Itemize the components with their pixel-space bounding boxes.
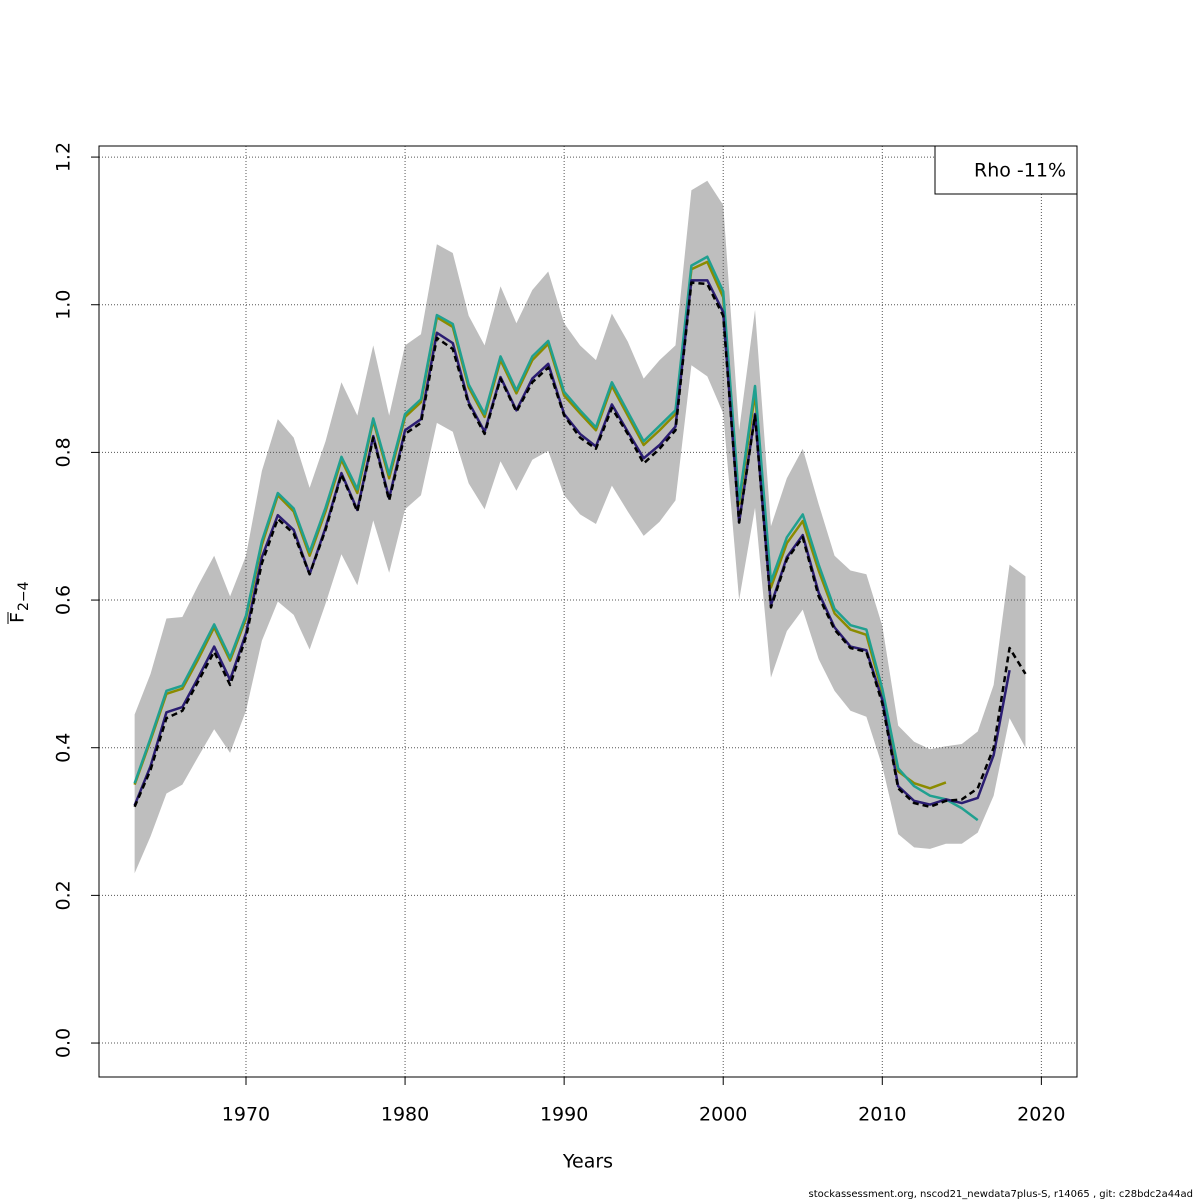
y-axis-label-sub: 2−4 xyxy=(16,581,32,611)
x-tick-label: 2000 xyxy=(699,1104,747,1126)
x-tick-label: 2010 xyxy=(858,1104,906,1126)
legend-text: Rho -11% xyxy=(974,160,1066,182)
x-tick-label: 1970 xyxy=(222,1104,270,1126)
y-axis-label-main: F xyxy=(7,612,29,623)
plot-frame xyxy=(98,145,1078,1078)
y-tick-label: 0.4 xyxy=(53,733,75,763)
series-line xyxy=(133,281,1027,809)
series-line xyxy=(133,255,979,822)
y-tick-label: 0.2 xyxy=(53,880,75,910)
plot-area xyxy=(99,146,1077,1077)
x-axis-label: Years xyxy=(562,1151,613,1173)
legend-box xyxy=(934,145,1078,195)
y-tick-label: 1.0 xyxy=(53,290,75,320)
y-tick-label: 0.0 xyxy=(53,1028,75,1058)
x-tick-label: 2020 xyxy=(1017,1104,1065,1126)
y-tick-label: 0.8 xyxy=(53,437,75,467)
x-tick-label: 1990 xyxy=(540,1104,588,1126)
series-line xyxy=(133,279,1011,806)
y-tick-label: 0.6 xyxy=(53,585,75,615)
y-axis-label: F 2−4 xyxy=(7,581,32,624)
y-tick-label: 1.2 xyxy=(53,142,75,172)
footer: stockassessment.org, nscod21_newdata7plu… xyxy=(808,1189,1193,1200)
x-tick-label: 1980 xyxy=(381,1104,429,1126)
